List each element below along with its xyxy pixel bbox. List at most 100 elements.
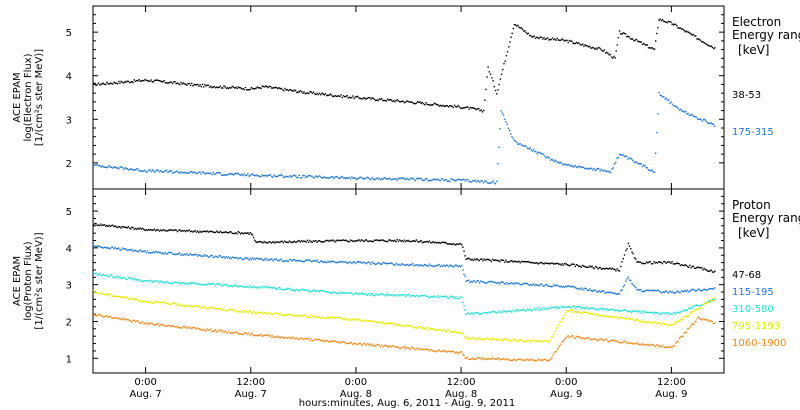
data-point xyxy=(643,310,646,313)
data-point xyxy=(611,292,614,294)
data-point xyxy=(348,240,351,243)
data-point xyxy=(584,265,586,268)
data-point xyxy=(617,318,619,320)
data-point xyxy=(513,24,516,26)
data-point xyxy=(597,339,599,342)
data-point xyxy=(478,282,481,284)
data-point xyxy=(273,312,275,314)
data-point xyxy=(521,359,523,361)
data-point xyxy=(318,92,321,95)
data-point xyxy=(655,40,657,42)
data-point xyxy=(213,85,216,88)
data-point xyxy=(695,290,697,292)
data-point xyxy=(332,260,334,263)
data-point xyxy=(432,327,434,330)
data-point xyxy=(541,262,543,264)
data-point xyxy=(266,257,268,260)
data-point xyxy=(384,99,386,102)
data-point xyxy=(462,353,464,356)
data-point xyxy=(592,338,594,340)
data-point xyxy=(495,259,497,262)
data-point xyxy=(629,157,632,160)
data-point xyxy=(277,288,279,291)
data-point xyxy=(494,259,496,261)
data-point xyxy=(290,313,292,316)
data-point xyxy=(326,291,328,294)
data-point xyxy=(451,243,453,246)
data-point xyxy=(192,326,194,329)
data-point xyxy=(712,47,715,50)
data-point xyxy=(208,329,211,331)
data-point xyxy=(578,42,580,44)
data-point xyxy=(236,87,238,90)
data-point xyxy=(167,324,169,326)
data-point xyxy=(298,91,300,93)
data-point xyxy=(684,310,686,312)
data-point xyxy=(401,263,403,265)
data-point xyxy=(185,171,187,174)
data-point xyxy=(632,284,634,286)
data-point xyxy=(346,240,348,242)
data-point xyxy=(497,310,500,313)
data-point xyxy=(260,333,262,336)
x-tick-time: 12:00 xyxy=(447,377,476,388)
data-point xyxy=(385,323,388,325)
data-point xyxy=(585,266,587,268)
data-point xyxy=(126,168,128,170)
data-point xyxy=(255,174,257,176)
data-point xyxy=(621,289,623,291)
data-point xyxy=(469,337,471,339)
data-point xyxy=(201,329,204,331)
data-point xyxy=(465,357,467,360)
data-point xyxy=(332,316,334,318)
data-point xyxy=(561,341,563,343)
data-point xyxy=(312,289,315,291)
data-point xyxy=(274,258,277,261)
data-point xyxy=(281,260,284,262)
data-point xyxy=(461,244,463,246)
data-point xyxy=(559,285,561,288)
data-point xyxy=(565,312,567,314)
data-point xyxy=(701,319,703,321)
data-point xyxy=(549,159,552,161)
data-point xyxy=(636,318,639,321)
data-point xyxy=(398,101,401,103)
data-point xyxy=(149,279,151,281)
data-point xyxy=(422,349,425,351)
data-point xyxy=(466,258,469,260)
data-point xyxy=(253,174,255,176)
data-point xyxy=(143,280,145,282)
data-point xyxy=(173,229,175,231)
data-point xyxy=(143,300,145,303)
data-point xyxy=(352,240,354,243)
data-point xyxy=(503,310,506,312)
data-point xyxy=(549,285,551,288)
data-point xyxy=(180,327,182,329)
data-point xyxy=(394,294,396,297)
data-point xyxy=(527,260,530,263)
data-point xyxy=(449,331,451,333)
data-point xyxy=(365,344,367,347)
data-point xyxy=(375,239,377,241)
data-point xyxy=(174,326,176,328)
data-point xyxy=(119,249,121,251)
data-point xyxy=(487,312,489,315)
data-point xyxy=(624,155,627,157)
data-point xyxy=(378,240,380,242)
data-point xyxy=(338,95,340,97)
data-point xyxy=(302,338,304,340)
data-point xyxy=(406,177,408,179)
data-point xyxy=(545,283,548,286)
data-point xyxy=(487,281,489,283)
data-point xyxy=(567,285,569,287)
data-point xyxy=(609,340,611,343)
data-point xyxy=(655,261,658,264)
data-point xyxy=(544,284,547,286)
data-point xyxy=(491,310,494,312)
data-point xyxy=(507,261,509,263)
data-point xyxy=(148,280,150,282)
data-point xyxy=(495,312,497,314)
data-point xyxy=(634,39,636,41)
